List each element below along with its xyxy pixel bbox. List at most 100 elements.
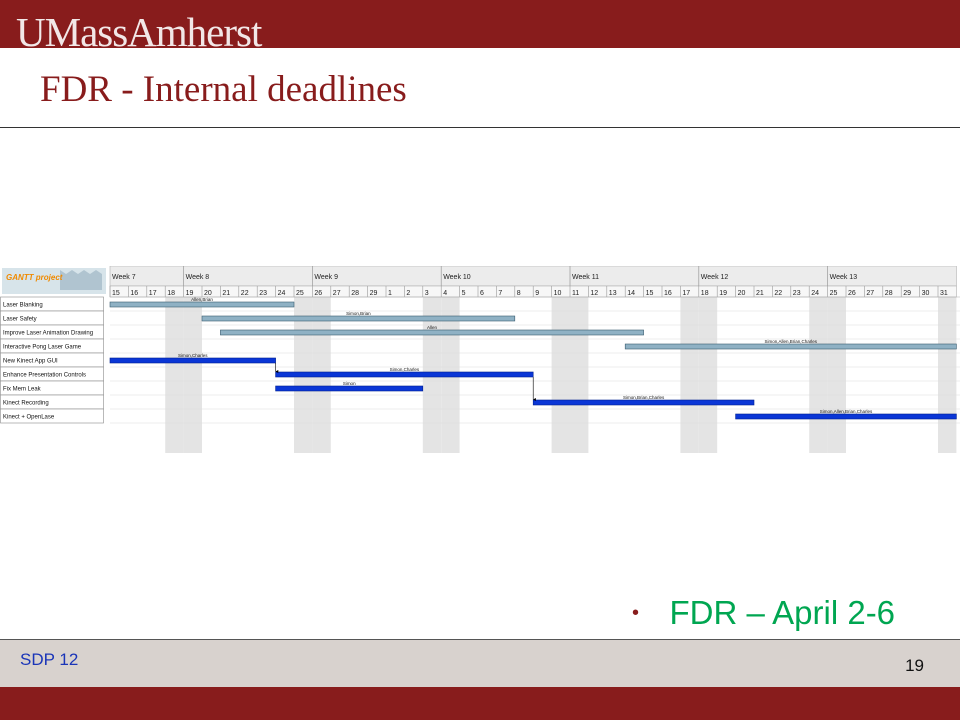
gantt-chart: GANTT project Week 7 Week 8 Week 9 Week 10 W… — [0, 266, 960, 453]
day-label: 29 — [370, 290, 378, 297]
task-bar — [532, 399, 755, 406]
task-name: Improve Laser Animation Drawing — [3, 331, 93, 337]
footer-course-label: SDP 12 — [20, 650, 79, 669]
day-label: 21 — [756, 290, 764, 297]
day-label: 18 — [701, 290, 709, 297]
day-label: 11 — [572, 290, 579, 297]
week-label: Week 7 — [112, 274, 136, 281]
task-name: Laser Blanking — [3, 303, 43, 309]
task-name-cell — [0, 408, 104, 424]
task-resources: Simon,Brian,Charles — [623, 395, 665, 400]
day-label: 27 — [333, 290, 341, 297]
task-resources: Allen — [427, 325, 438, 330]
weekend-column — [165, 297, 184, 453]
day-label: 15 — [112, 290, 120, 297]
task-bar — [275, 371, 534, 378]
bullet-item: • FDR – April 2-6 — [632, 594, 895, 632]
weekend-column — [827, 297, 846, 453]
day-label: 3 — [425, 290, 429, 297]
day-label: 26 — [848, 290, 856, 297]
footer-bar: SDP 12 19 — [0, 639, 960, 687]
weekend-column — [698, 297, 718, 453]
day-label: 15 — [646, 290, 654, 297]
ganttproject-logo-text: GANTT project — [6, 273, 63, 282]
task-bar — [735, 413, 957, 420]
day-label: 20 — [204, 290, 212, 297]
day-label: 17 — [149, 290, 157, 297]
slide-number: 19 — [905, 656, 924, 675]
weekend-column — [183, 297, 202, 453]
day-label: 17 — [682, 290, 690, 297]
task-name: Kinect + OpenLase — [3, 415, 55, 421]
weekend-column — [680, 297, 699, 453]
task-bar — [275, 385, 424, 392]
header-bar: UMassAmherst — [0, 0, 960, 48]
umass-logo: UMassAmherst — [16, 9, 262, 48]
day-label: 28 — [885, 290, 893, 297]
day-label: 19 — [719, 290, 727, 297]
week-label: Week 8 — [186, 274, 210, 281]
day-label: 6 — [480, 290, 484, 297]
task-name: Laser Safety — [3, 317, 37, 323]
day-label: 16 — [130, 290, 138, 297]
task-bar — [624, 343, 957, 350]
day-label: 10 — [554, 290, 562, 297]
task-resources: Simon,Brian — [346, 311, 371, 316]
day-label: 1 — [388, 290, 392, 297]
day-label: 28 — [351, 290, 359, 297]
day-label: 20 — [738, 290, 746, 297]
day-label: 19 — [186, 290, 194, 297]
week-label: Week 11 — [572, 274, 599, 281]
day-label: 31 — [940, 290, 948, 297]
task-name: New Kinect App GUI — [3, 359, 58, 365]
task-resources: Simon,Allen,Brian,Charles — [765, 339, 818, 344]
task-name: Kinect Recording — [3, 401, 49, 407]
task-bar — [201, 315, 516, 322]
day-label: 29 — [903, 290, 911, 297]
weekend-column — [570, 297, 589, 453]
day-label: 13 — [609, 290, 617, 297]
day-label: 23 — [793, 290, 801, 297]
week-label: Week 10 — [443, 274, 471, 281]
bullet-text: FDR – April 2-6 — [669, 594, 896, 631]
bottom-bar — [0, 687, 960, 720]
day-label: 8 — [517, 290, 521, 297]
day-label: 5 — [462, 290, 466, 297]
title-divider — [0, 127, 960, 128]
day-label: 24 — [278, 290, 286, 297]
week-label: Week 12 — [701, 274, 729, 281]
task-name: Fix Mem Leak — [3, 387, 42, 393]
day-label: 7 — [498, 290, 502, 297]
task-resources: Simon,Charles — [390, 367, 420, 372]
task-bar — [220, 329, 644, 336]
task-resources: Simon — [343, 381, 356, 386]
day-label: 21 — [222, 290, 230, 297]
task-name: Enhance Presentation Controls — [3, 373, 86, 379]
day-label: 23 — [259, 290, 267, 297]
day-label: 4 — [443, 290, 447, 297]
day-label: 2 — [406, 290, 410, 297]
day-label: 30 — [922, 290, 930, 297]
task-name: Interactive Pong Laser Game — [3, 345, 82, 351]
bullet-dot-icon: • — [632, 601, 640, 624]
task-bar — [109, 301, 295, 308]
day-label: 25 — [830, 290, 838, 297]
week-label: Week 13 — [830, 274, 858, 281]
day-label: 22 — [774, 290, 782, 297]
task-bar — [109, 357, 276, 364]
week-label: Week 9 — [314, 274, 338, 281]
day-label: 9 — [535, 290, 539, 297]
day-label: 14 — [627, 290, 635, 297]
weekend-column — [938, 297, 957, 453]
weekend-column — [551, 297, 570, 453]
weekend-column — [809, 297, 828, 453]
day-label: 16 — [664, 290, 672, 297]
task-resources: Allen,Brian — [191, 297, 213, 302]
day-label: 18 — [167, 290, 175, 297]
task-resources: Simon,Charles — [178, 353, 208, 358]
ganttproject-logo: GANTT project — [2, 268, 106, 294]
slide-title: FDR - Internal deadlines — [40, 69, 407, 110]
day-label: 24 — [811, 290, 819, 297]
day-label: 12 — [590, 290, 598, 297]
task-resources: Simon,Allen,Brian,Charles — [820, 409, 873, 414]
